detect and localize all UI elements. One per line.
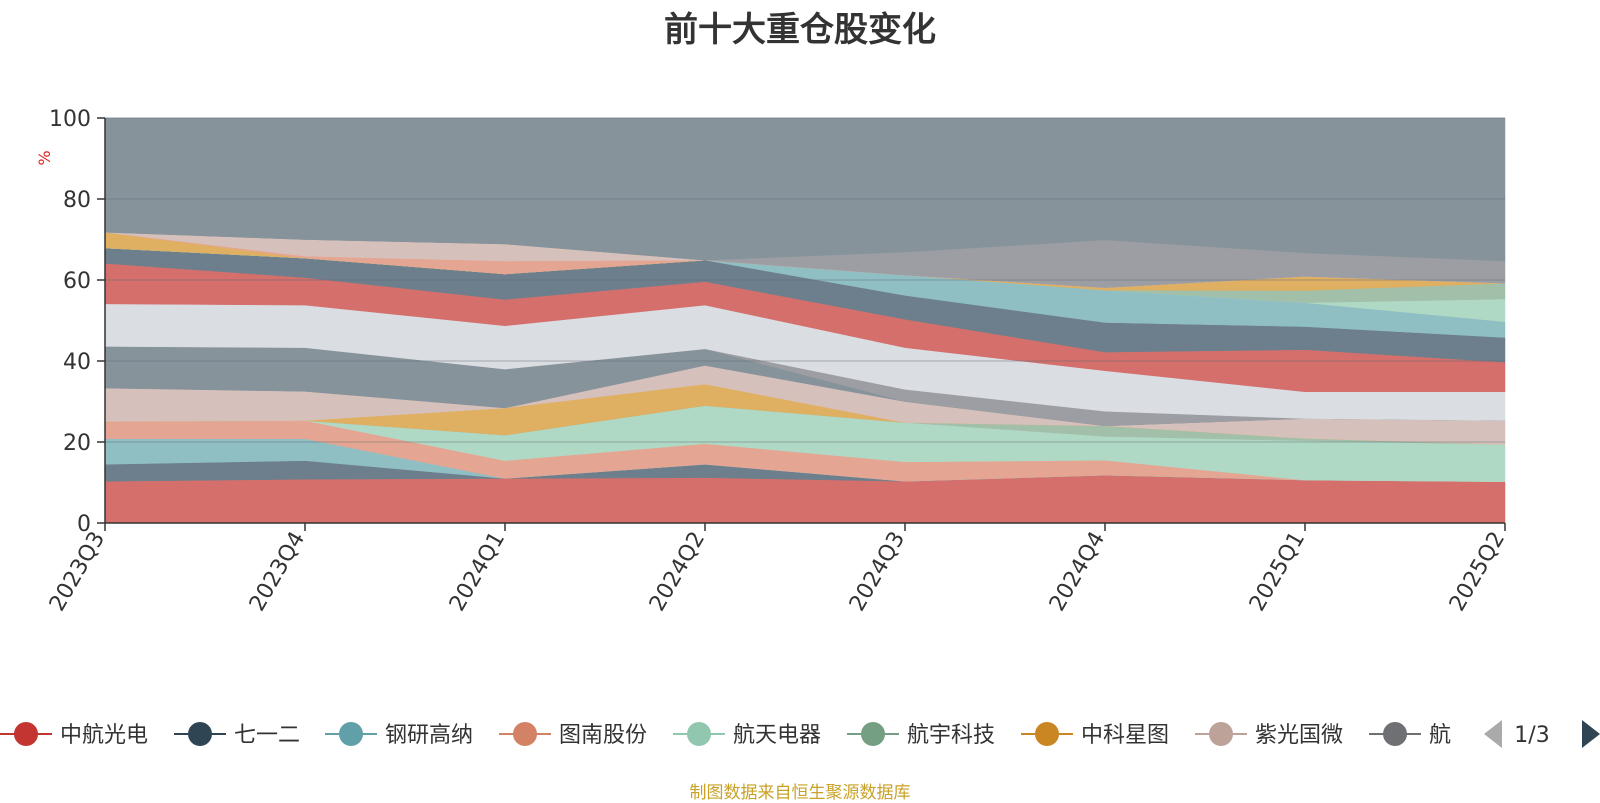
legend-label-0: 中航光电 — [60, 723, 148, 748]
legend-item-6[interactable]: 中科星图 — [1021, 722, 1169, 748]
source-note: 制图数据来自恒生聚源数据库 — [689, 783, 911, 803]
legend-label-6: 中科星图 — [1081, 723, 1169, 748]
legend-items: 中航光电 七一二 钢研高纳 图南股份 航天电器 航宇科技 中科星图 紫光国微 航 — [0, 722, 1451, 748]
x-tick-label-6: 2025Q1 — [1245, 528, 1310, 616]
legend-label-5: 航宇科技 — [907, 723, 995, 748]
x-tick-label-3: 2024Q2 — [645, 528, 710, 616]
legend-item-4[interactable]: 航天电器 — [673, 722, 821, 748]
legend-marker-0 — [14, 722, 38, 746]
x-tick-label-2: 2024Q1 — [445, 528, 510, 616]
legend-item-5[interactable]: 航宇科技 — [847, 722, 995, 748]
legend-page-indicator: 1/3 — [1514, 723, 1549, 748]
legend-marker-7 — [1209, 722, 1233, 746]
legend-item-2[interactable]: 钢研高纳 — [325, 722, 473, 748]
chart-title: 前十大重仓股变化 — [664, 10, 936, 50]
legend-label-4: 航天电器 — [733, 723, 821, 748]
x-tick-label-7: 2025Q2 — [1445, 528, 1510, 616]
y-tick-label-2: 40 — [63, 350, 91, 375]
legend-prev-icon[interactable] — [1484, 720, 1502, 748]
y-tick-label-1: 20 — [63, 431, 91, 456]
legend: 中航光电 七一二 钢研高纳 图南股份 航天电器 航宇科技 中科星图 紫光国微 航 1/3 — [0, 720, 1600, 748]
legend-label-7: 紫光国微 — [1255, 723, 1343, 748]
legend-item-3[interactable]: 图南股份 — [499, 722, 647, 748]
legend-marker-1 — [188, 722, 212, 746]
y-tick-label-0: 0 — [77, 512, 91, 537]
y-tick-label-3: 60 — [63, 269, 91, 294]
area-series-0 — [104, 474, 1506, 524]
gridlines — [105, 117, 1505, 443]
legend-item-0[interactable]: 中航光电 — [0, 722, 148, 748]
legend-marker-8 — [1383, 722, 1407, 746]
legend-item-7[interactable]: 紫光国微 — [1195, 722, 1343, 748]
legend-label-3: 图南股份 — [559, 723, 647, 748]
x-tick-label-4: 2024Q3 — [845, 528, 910, 616]
legend-marker-4 — [687, 722, 711, 746]
legend-marker-6 — [1035, 722, 1059, 746]
x-tick-label-0: 2023Q3 — [45, 528, 110, 616]
legend-item-8[interactable]: 航 — [1369, 722, 1451, 748]
y-tick-label-5: 100 — [49, 107, 91, 132]
y-tick-label-4: 80 — [63, 188, 91, 213]
legend-label-8: 航 — [1429, 723, 1451, 748]
legend-item-1[interactable]: 七一二 — [174, 722, 300, 748]
legend-label-1: 七一二 — [234, 723, 300, 748]
y-axis-unit: % — [35, 150, 54, 165]
x-tick-label-5: 2024Q4 — [1045, 528, 1110, 616]
legend-marker-3 — [513, 722, 537, 746]
legend-next-icon[interactable] — [1582, 720, 1600, 748]
legend-label-2: 钢研高纳 — [385, 723, 473, 748]
area-layer — [104, 117, 1506, 524]
legend-marker-5 — [861, 722, 885, 746]
legend-marker-2 — [339, 722, 363, 746]
area-series-20 — [104, 117, 1506, 262]
x-tick-label-1: 2023Q4 — [245, 528, 310, 616]
